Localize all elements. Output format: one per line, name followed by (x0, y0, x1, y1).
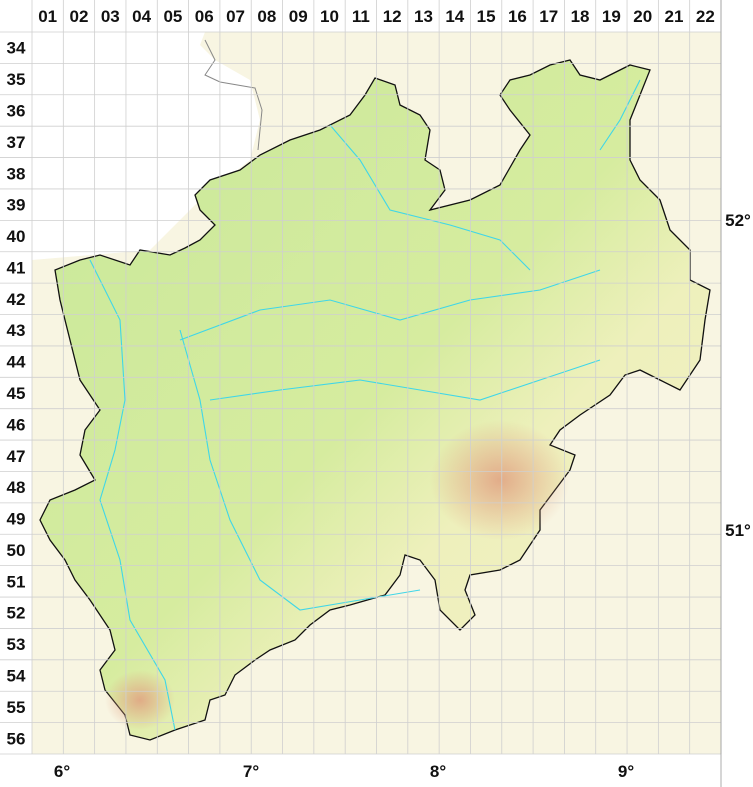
row-label: 54 (7, 667, 26, 686)
row-label: 39 (7, 196, 26, 215)
column-label: 03 (101, 7, 120, 26)
column-label: 19 (602, 7, 621, 26)
river (179, 269, 601, 341)
column-label: 13 (414, 7, 433, 26)
row-label: 34 (7, 39, 26, 58)
row-label: 43 (7, 321, 26, 340)
longitude-label: 8° (430, 762, 446, 781)
column-label: 09 (289, 7, 308, 26)
highland-relief (430, 420, 570, 540)
column-label: 01 (38, 7, 57, 26)
column-label: 14 (445, 7, 464, 26)
row-label: 35 (7, 70, 26, 89)
row-label: 38 (7, 164, 26, 183)
column-label: 07 (226, 7, 245, 26)
row-label: 41 (7, 258, 26, 277)
row-label: 47 (7, 447, 26, 466)
column-label: 04 (132, 7, 151, 26)
river (599, 79, 641, 151)
row-label: 55 (7, 698, 26, 717)
column-label: 10 (320, 7, 339, 26)
column-label: 15 (477, 7, 496, 26)
river (209, 359, 601, 401)
column-label: 18 (571, 7, 590, 26)
river (329, 124, 531, 271)
row-label: 45 (7, 384, 26, 403)
row-label: 49 (7, 510, 26, 529)
row-label: 56 (7, 729, 26, 748)
grid-labels: 01 02 03 04 05 06 07 08 09 10 11 12 13 14 15 16 17 18 19 20… (7, 7, 752, 781)
row-label: 42 (7, 290, 26, 309)
row-label: 52 (7, 604, 26, 623)
column-label: 02 (70, 7, 89, 26)
latitude-label: 52° (725, 211, 751, 230)
river (179, 329, 421, 611)
column-label: 12 (383, 7, 402, 26)
netherlands-area (32, 32, 260, 260)
column-label: 05 (163, 7, 182, 26)
row-label: 51 (7, 572, 26, 591)
row-label: 50 (7, 541, 26, 560)
longitude-label: 7° (243, 762, 259, 781)
longitude-label: 6° (54, 762, 70, 781)
row-label: 48 (7, 478, 26, 497)
column-label: 08 (257, 7, 276, 26)
row-label: 44 (7, 353, 26, 372)
row-label: 36 (7, 101, 26, 120)
column-label: 22 (696, 7, 715, 26)
nrw-region (39, 59, 711, 741)
row-label: 46 (7, 415, 26, 434)
column-label: 11 (352, 7, 370, 26)
grid-lines (0, 0, 722, 787)
column-label: 21 (665, 7, 684, 26)
row-label: 37 (7, 133, 26, 152)
row-label: 53 (7, 635, 26, 654)
row-label: 40 (7, 227, 26, 246)
latitude-label: 51° (725, 521, 751, 540)
longitude-label: 9° (618, 762, 634, 781)
column-label: 20 (633, 7, 652, 26)
column-label: 06 (195, 7, 214, 26)
column-label: 17 (539, 7, 558, 26)
column-label: 16 (508, 7, 527, 26)
